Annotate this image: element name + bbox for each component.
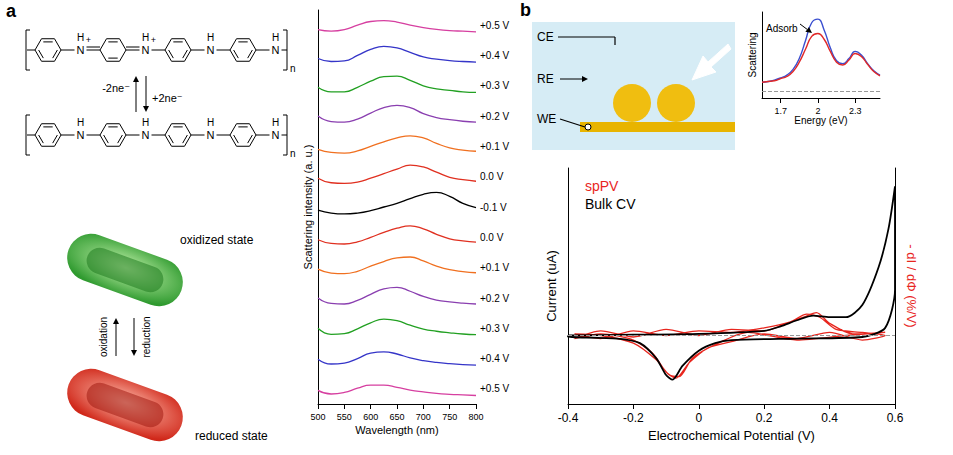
svg-text:0.0 V: 0.0 V — [480, 232, 504, 243]
svg-text:Energy (eV): Energy (eV) — [794, 115, 847, 126]
svg-text:H: H — [142, 117, 149, 128]
svg-text:H: H — [77, 117, 84, 128]
svg-text:H: H — [272, 117, 279, 128]
svg-text:600: 600 — [363, 412, 378, 422]
svg-text:+0.5 V: +0.5 V — [480, 20, 510, 31]
svg-text:+0.1 V: +0.1 V — [480, 262, 510, 273]
svg-text:n: n — [290, 63, 296, 74]
svg-text:Current (uA): Current (uA) — [544, 250, 559, 322]
svg-text:0: 0 — [695, 411, 702, 425]
svg-text:500: 500 — [310, 412, 325, 422]
svg-text:Wavelength (nm): Wavelength (nm) — [355, 424, 438, 436]
svg-text:n: n — [290, 148, 296, 159]
svg-text:0.4: 0.4 — [821, 411, 838, 425]
svg-text:+2ne⁻: +2ne⁻ — [152, 92, 183, 104]
svg-text:+0.4 V: +0.4 V — [480, 50, 510, 61]
svg-text:Adsorb: Adsorb — [766, 23, 798, 34]
svg-text:+0.3 V: +0.3 V — [480, 323, 510, 334]
svg-text:RE: RE — [537, 72, 554, 86]
svg-text:N: N — [272, 129, 280, 141]
svg-text:Bulk CV: Bulk CV — [585, 196, 636, 212]
svg-text:reduced state: reduced state — [195, 429, 268, 443]
svg-text:Scattering: Scattering — [747, 32, 758, 77]
svg-text:b: b — [520, 0, 531, 20]
svg-text:WE: WE — [537, 112, 556, 126]
svg-text:N: N — [142, 129, 150, 141]
svg-text:H: H — [77, 32, 84, 43]
svg-text:650: 650 — [389, 412, 404, 422]
svg-text:550: 550 — [337, 412, 352, 422]
svg-text:N: N — [77, 44, 85, 56]
svg-text:- dI / dΦ (%/V): - dI / dΦ (%/V) — [904, 244, 919, 327]
svg-text:H: H — [142, 32, 149, 43]
svg-text:N: N — [77, 129, 85, 141]
svg-text:1.7: 1.7 — [774, 106, 787, 116]
svg-text:+0.3 V: +0.3 V — [480, 80, 510, 91]
svg-text:+0.4 V: +0.4 V — [480, 353, 510, 364]
svg-text:700: 700 — [416, 412, 431, 422]
svg-text:750: 750 — [442, 412, 457, 422]
svg-text:+: + — [86, 35, 91, 45]
svg-text:+: + — [151, 35, 156, 45]
svg-text:reduction: reduction — [141, 316, 152, 357]
svg-text:2: 2 — [815, 106, 820, 116]
svg-text:0.6: 0.6 — [887, 411, 904, 425]
svg-text:-0.2: -0.2 — [623, 411, 644, 425]
svg-text:+0.5 V: +0.5 V — [480, 383, 510, 394]
svg-text:+0.1 V: +0.1 V — [480, 141, 510, 152]
svg-text:oxidation: oxidation — [98, 317, 109, 357]
svg-text:H: H — [207, 32, 214, 43]
svg-text:spPV: spPV — [585, 178, 619, 194]
svg-text:H: H — [272, 32, 279, 43]
svg-text:0.0 V: 0.0 V — [480, 171, 504, 182]
svg-text:+0.2 V: +0.2 V — [480, 111, 510, 122]
svg-text:N: N — [207, 44, 215, 56]
svg-text:800: 800 — [468, 412, 483, 422]
svg-text:N: N — [272, 44, 280, 56]
svg-text:H: H — [207, 117, 214, 128]
svg-text:+0.2 V: +0.2 V — [480, 293, 510, 304]
svg-text:0.2: 0.2 — [756, 411, 773, 425]
svg-text:2.3: 2.3 — [849, 106, 862, 116]
svg-text:-0.1 V: -0.1 V — [480, 202, 507, 213]
svg-text:Electrochemical Potential (V): Electrochemical Potential (V) — [648, 428, 815, 443]
svg-text:N: N — [142, 44, 150, 56]
svg-text:-0.4: -0.4 — [558, 411, 579, 425]
svg-text:CE: CE — [537, 30, 554, 44]
svg-text:-2ne⁻: -2ne⁻ — [102, 82, 130, 94]
svg-text:N: N — [207, 129, 215, 141]
svg-text:a: a — [6, 1, 17, 21]
svg-text:Scattering intensity (a. u.): Scattering intensity (a. u.) — [302, 145, 314, 270]
svg-text:oxidized state: oxidized state — [180, 233, 254, 247]
